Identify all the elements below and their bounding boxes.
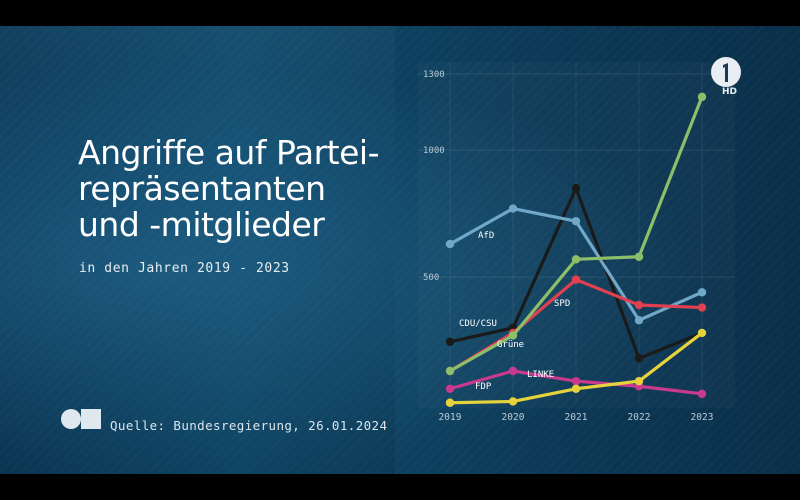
x-tick-label: 2019	[439, 412, 462, 423]
series-label-afd: AfD	[478, 231, 494, 241]
subtitle: in den Jahren 2019 - 2023	[79, 261, 290, 276]
title-line-3: und -mitglieder	[78, 205, 325, 244]
data-point-linke	[571, 376, 581, 386]
hd-label: HD	[722, 87, 738, 97]
y-tick-label: 500	[423, 273, 439, 283]
data-point-linke	[508, 366, 518, 376]
data-point-afd	[697, 288, 707, 297]
series-label-fdp: FDP	[475, 382, 492, 392]
data-point-cducsu	[445, 337, 455, 347]
x-tick-label: 2023	[691, 412, 714, 423]
data-point-fdp	[634, 376, 644, 386]
data-point-afd	[571, 217, 581, 226]
series-label-spd: SPD	[554, 299, 570, 309]
data-point-linke	[697, 389, 707, 399]
y-tick-label: 1300	[423, 70, 445, 80]
series-label-cducsu: CDU/CSU	[459, 319, 497, 329]
data-point-afd	[634, 316, 644, 325]
letterbox-bottom	[0, 474, 800, 500]
data-point-grne	[445, 366, 455, 376]
letterbox-top	[0, 0, 800, 26]
data-point-grne	[571, 255, 581, 264]
series-label-linke: LINKE	[527, 370, 554, 380]
circle-square-logo-icon	[61, 409, 101, 429]
data-point-cducsu	[634, 354, 644, 363]
series-label-grne: Grüne	[497, 340, 524, 350]
data-point-afd	[445, 239, 455, 249]
title-line-2: repräsentanten	[78, 169, 326, 208]
page-title: Angriffe auf Partei- repräsentanten und …	[78, 135, 398, 243]
data-point-spd	[634, 300, 644, 310]
x-tick-label: 2021	[565, 412, 588, 423]
data-point-spd	[571, 275, 581, 284]
data-point-fdp	[508, 397, 518, 406]
data-point-cducsu	[571, 184, 581, 193]
ard-one-logo-icon	[711, 57, 741, 87]
data-point-fdp	[697, 328, 707, 338]
data-point-spd	[697, 303, 707, 312]
data-point-fdp	[445, 398, 455, 407]
data-point-linke	[445, 384, 455, 393]
data-point-grne	[508, 331, 518, 340]
background-panel	[0, 26, 800, 474]
source-note: Quelle: Bundesregierung, 26.01.2024	[110, 418, 388, 433]
x-tick-label: 2020	[502, 412, 525, 423]
y-tick-label: 1000	[423, 146, 445, 156]
data-point-grne	[697, 92, 707, 102]
x-tick-label: 2022	[628, 412, 651, 423]
data-point-afd	[508, 204, 518, 213]
title-line-1: Angriffe auf Partei-	[78, 133, 379, 172]
data-point-fdp	[571, 384, 581, 393]
data-point-grne	[634, 252, 644, 261]
